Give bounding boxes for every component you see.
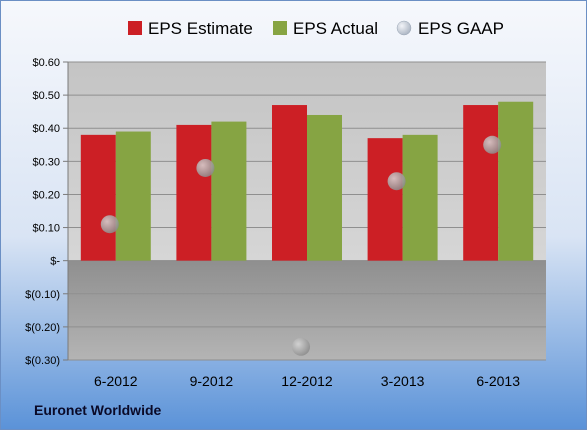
- x-tick-label: 12-2012: [281, 373, 333, 389]
- bar-eps-actual: [498, 101, 534, 261]
- legend: EPS Estimate EPS Actual EPS GAAP: [128, 19, 504, 38]
- y-tick-label: $(0.20): [25, 322, 60, 334]
- bar-eps-actual: [115, 131, 151, 261]
- bar-eps-actual: [307, 114, 342, 261]
- y-tick-label: $0.30: [32, 156, 60, 168]
- x-tick-label: 9-2012: [190, 373, 234, 389]
- point-eps-gaap: [387, 172, 406, 191]
- y-tick-label: $(0.10): [25, 289, 60, 301]
- bar-eps-estimate: [80, 134, 116, 261]
- y-tick-label: $(0.30): [25, 355, 60, 367]
- legend-label-estimate: EPS Estimate: [148, 19, 253, 38]
- y-tick-label: $0.50: [32, 90, 60, 102]
- legend-label-actual: EPS Actual: [293, 19, 378, 38]
- bar-eps-estimate: [176, 124, 212, 261]
- legend-swatch-gaap: [396, 20, 412, 36]
- bar-eps-estimate: [463, 105, 499, 261]
- point-eps-gaap: [100, 215, 119, 234]
- y-tick-label: $0.10: [32, 223, 60, 235]
- bar-eps-estimate: [367, 138, 403, 261]
- y-tick-label: $0.20: [32, 189, 60, 201]
- legend-label-gaap: EPS GAAP: [418, 19, 504, 38]
- legend-swatch-estimate: [128, 21, 142, 35]
- x-tick-label: 6-2013: [476, 373, 520, 389]
- bar-eps-actual: [402, 134, 438, 261]
- x-tick-label: 6-2012: [94, 373, 138, 389]
- point-eps-gaap: [196, 158, 215, 177]
- bar-eps-estimate: [272, 105, 307, 261]
- x-tick-label: 3-2013: [381, 373, 425, 389]
- y-tick-label: $0.40: [32, 123, 60, 135]
- point-eps-gaap: [292, 337, 310, 356]
- legend-swatch-actual: [273, 21, 287, 35]
- company-name: Euronet Worldwide: [34, 402, 162, 418]
- point-eps-gaap: [483, 135, 502, 154]
- y-tick-label: $0.60: [32, 57, 60, 69]
- bar-eps-actual: [211, 121, 247, 261]
- y-tick-label: $-: [50, 256, 60, 268]
